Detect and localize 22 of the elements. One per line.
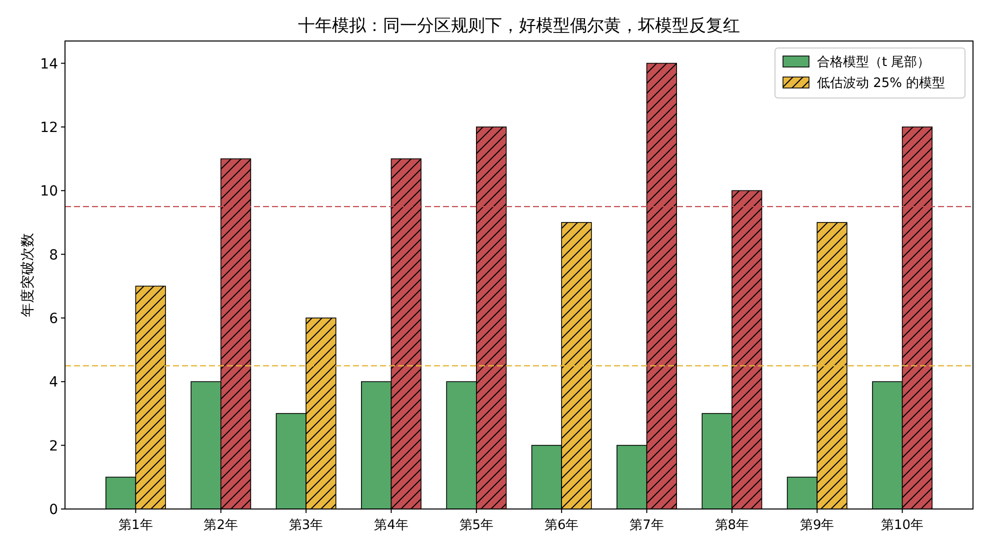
y-tick-label: 12	[40, 120, 58, 136]
x-tick-label: 第3年	[288, 518, 324, 533]
y-tick-label: 8	[49, 247, 58, 264]
x-tick-label: 第9年	[800, 518, 834, 533]
y-tick-label: 10	[40, 184, 58, 200]
chart-title: 十年模拟：同一分区规则下，好模型偶尔黄，坏模型反复红	[298, 16, 740, 36]
x-tick-label: 第7年	[630, 518, 664, 533]
y-tick-label: 0	[49, 502, 58, 518]
x-tick-label: 第8年	[714, 518, 750, 533]
x-tick-label: 第4年	[374, 518, 408, 533]
x-tick-label: 第1年	[118, 518, 153, 533]
y-tick-label: 6	[49, 310, 58, 327]
y-axis-title: 年度突破次数	[20, 233, 36, 317]
y-tick-label: 2	[49, 438, 58, 454]
legend-label: 合格模型（t 尾部）	[817, 55, 930, 70]
x-tick-label: 第6年	[544, 518, 579, 533]
x-tick-label: 第10年	[881, 518, 924, 533]
x-tick-label: 第5年	[459, 518, 494, 533]
y-tick-label: 14	[40, 56, 58, 72]
legend-label: 低估波动 25% 的模型	[817, 76, 946, 91]
y-tick-label: 4	[49, 374, 58, 391]
x-tick-label: 第2年	[204, 518, 238, 533]
